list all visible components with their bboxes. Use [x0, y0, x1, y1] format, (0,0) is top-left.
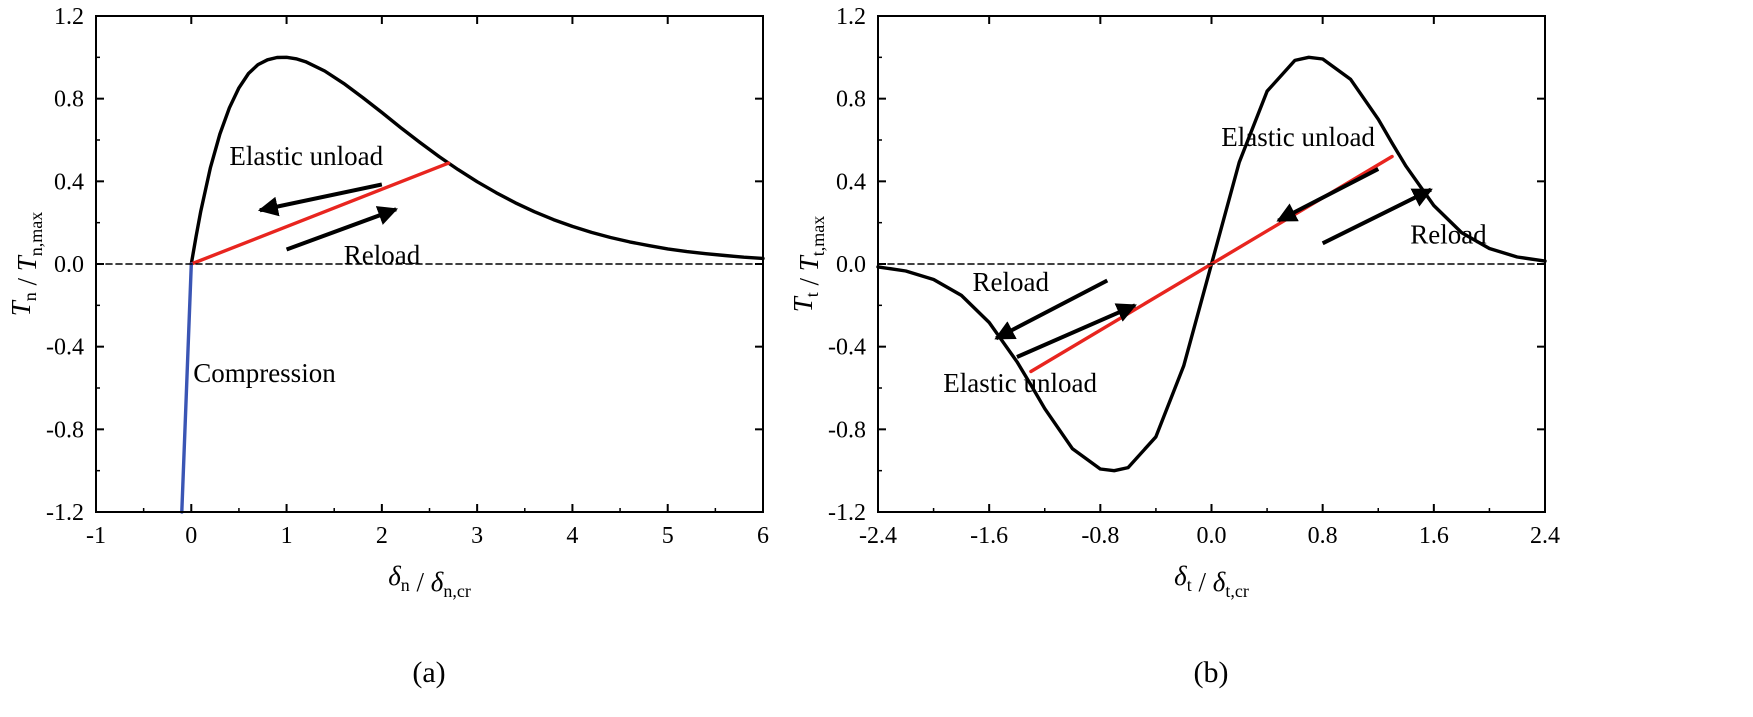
panel-label: (a) [412, 656, 445, 689]
x-tick-label: -1 [86, 523, 106, 549]
annotation-label: Reload [972, 267, 1049, 297]
series-line-1 [189, 161, 451, 266]
x-tick-label: -1.6 [970, 523, 1008, 549]
x-tick-label: 1.6 [1419, 523, 1449, 549]
y-tick-label: 0.4 [836, 169, 866, 195]
direction-arrow [285, 206, 399, 252]
x-axis-label-part: t [1187, 575, 1192, 595]
x-tick-label: 2.4 [1530, 523, 1560, 549]
series-line-0 [189, 55, 765, 266]
y-axis-label-part: / [794, 271, 824, 292]
x-tick-label: 0.0 [1197, 523, 1227, 549]
x-axis-label: δt / δt,cr [1174, 561, 1249, 601]
x-tick-label: -0.8 [1081, 523, 1119, 549]
y-tick-label: 0.8 [54, 87, 84, 113]
direction-arrow [1276, 167, 1380, 223]
x-tick-label: 0.8 [1308, 523, 1338, 549]
y-tick-label: 0.4 [54, 169, 84, 195]
x-axis-label-part: n [401, 575, 410, 595]
x-axis-label-part: / [1192, 567, 1213, 597]
direction-arrow [1016, 303, 1137, 359]
y-tick-label: -0.8 [828, 417, 866, 443]
y-axis-label-part: t,max [808, 216, 828, 257]
y-tick-label: 0.8 [836, 87, 866, 113]
x-axis-label: δn / δn,cr [388, 561, 471, 601]
x-tick-label: -2.4 [859, 523, 897, 549]
y-axis-label: Tn / Tn,max [6, 212, 46, 317]
y-tick-label: -1.2 [46, 500, 84, 526]
x-tick-label: 3 [471, 523, 483, 549]
x-axis-label-part: δ [431, 567, 444, 597]
x-tick-label: 0 [185, 523, 197, 549]
x-tick-label: 2 [376, 523, 388, 549]
x-axis-label-part: / [410, 567, 431, 597]
annotation-label: Reload [344, 240, 421, 270]
x-axis-label-part: t,cr [1225, 581, 1248, 601]
y-tick-label: 0.0 [836, 252, 866, 278]
y-tick-label: -0.8 [46, 417, 84, 443]
annotation-label: Elastic unload [943, 368, 1097, 398]
y-axis-label-part: n [20, 292, 40, 301]
y-axis-label-part: T [6, 299, 36, 316]
x-tick-label: 5 [662, 523, 674, 549]
x-axis-label-part: δ [388, 561, 401, 591]
direction-arrow [257, 182, 383, 217]
x-tick-label: 1 [281, 523, 293, 549]
y-tick-label: -0.4 [828, 335, 866, 361]
y-tick-label: 1.2 [54, 4, 84, 30]
y-axis-label-part: T [794, 254, 824, 271]
y-axis-label: Tt / Tt,max [788, 216, 828, 313]
y-axis-label-part: / [12, 271, 42, 292]
annotation-label: Reload [1410, 219, 1487, 249]
direction-arrow [994, 278, 1109, 341]
x-axis-label-part: δ [1174, 561, 1187, 591]
x-axis-label-part: δ [1213, 567, 1226, 597]
direction-arrow [1321, 187, 1433, 246]
y-axis-label-part: T [12, 254, 42, 271]
x-tick-label: 6 [757, 523, 769, 549]
y-tick-label: 1.2 [836, 4, 866, 30]
y-axis-label-part: t [802, 292, 822, 297]
chart-a: -1 0 1 2 3 4 5 6 -1.2 -0.8 -0.4 0.0 0.4 0.8 1.2 Elastic… [6, 4, 769, 689]
annotation-label: Compression [193, 358, 336, 388]
y-tick-label: -1.2 [828, 500, 866, 526]
y-tick-label: -0.4 [46, 335, 84, 361]
x-axis-label-part: n,cr [443, 581, 470, 601]
y-axis-label-part: T [788, 295, 818, 312]
panel-label: (b) [1194, 656, 1229, 689]
y-axis-label-part: n,max [26, 212, 46, 257]
y-tick-label: 0.0 [54, 252, 84, 278]
series-line-2 [180, 262, 193, 514]
x-tick-label: 4 [566, 523, 578, 549]
chart-b: -2.4 -1.6 -0.8 0.0 0.8 1.6 2.4 -1.2 -0.8 -0.4 0.0 0… [788, 4, 1560, 689]
annotation-label: Elastic unload [229, 141, 383, 171]
annotation-label: Elastic unload [1221, 122, 1375, 152]
